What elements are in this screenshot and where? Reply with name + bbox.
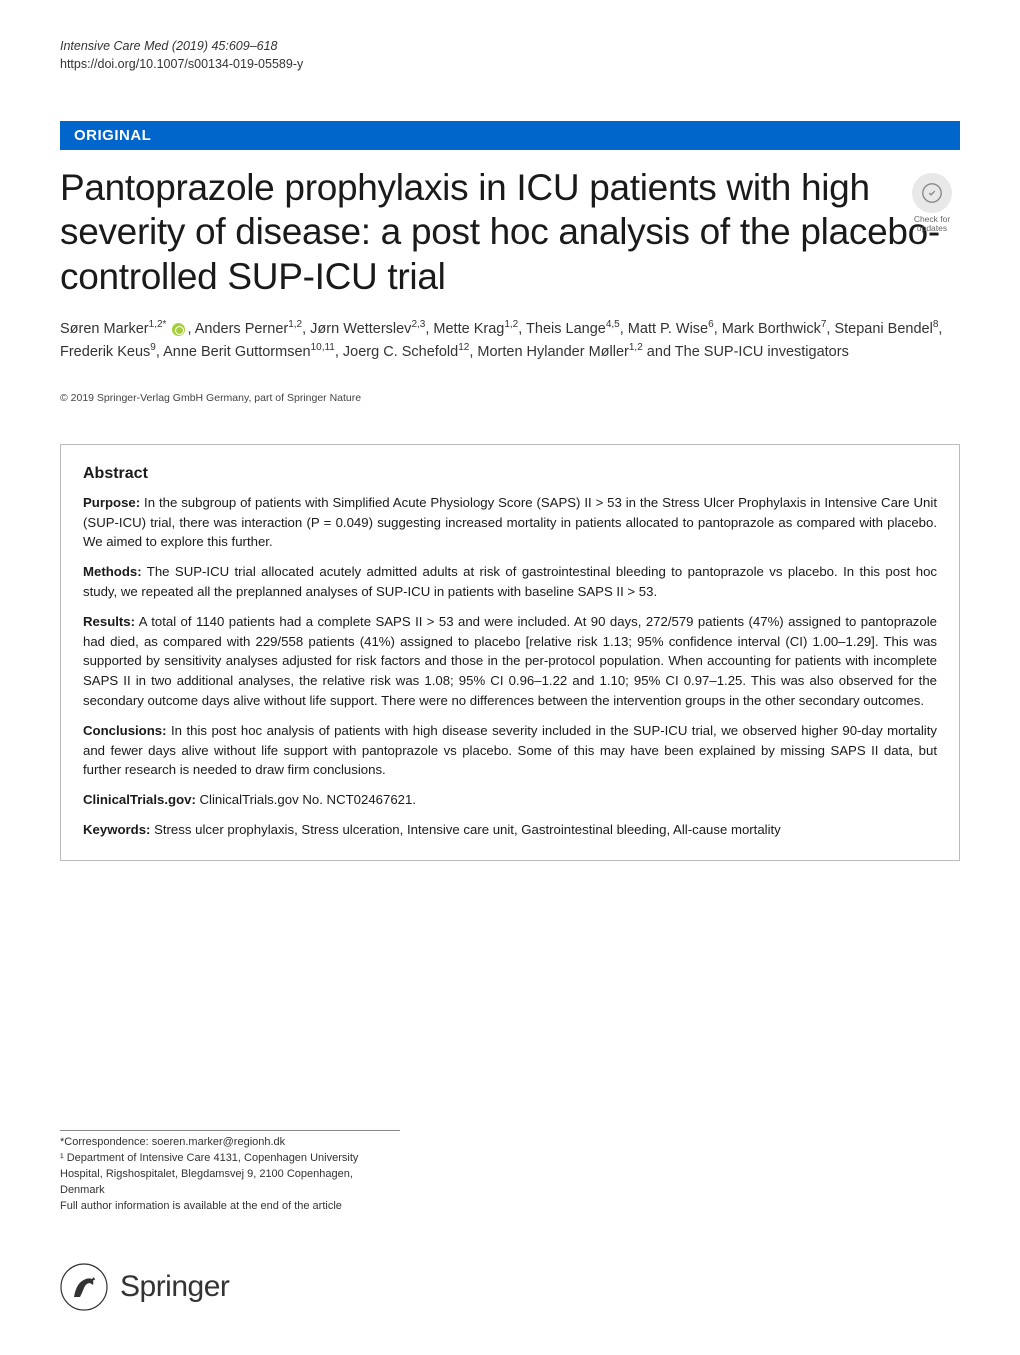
purpose-text: In the subgroup of patients with Simplif… bbox=[83, 495, 937, 550]
clinicaltrials-text: ClinicalTrials.gov No. NCT02467621. bbox=[196, 792, 416, 807]
keywords-label: Keywords: bbox=[83, 822, 150, 837]
crossmark-badge[interactable]: Check forupdates bbox=[904, 173, 960, 234]
abstract-methods: Methods: The SUP-ICU trial allocated acu… bbox=[83, 562, 937, 602]
conclusions-text: In this post hoc analysis of patients wi… bbox=[83, 723, 937, 778]
copyright-notice: © 2019 Springer-Verlag GmbH Germany, par… bbox=[60, 392, 960, 404]
conclusions-label: Conclusions: bbox=[83, 723, 167, 738]
journal-citation: Intensive Care Med (2019) 45:609–618 bbox=[60, 38, 960, 56]
crossmark-icon bbox=[912, 173, 952, 213]
publisher-name: Springer bbox=[120, 1270, 229, 1304]
doi-link[interactable]: https://doi.org/10.1007/s00134-019-05589… bbox=[60, 56, 960, 74]
keywords-text: Stress ulcer prophylaxis, Stress ulcerat… bbox=[150, 822, 780, 837]
article-category-bar: ORIGINAL bbox=[60, 121, 960, 150]
full-info-line: Full author information is available at … bbox=[60, 1199, 400, 1215]
correspondence-line: *Correspondence: soeren.marker@regionh.d… bbox=[60, 1135, 400, 1151]
clinicaltrials-label: ClinicalTrials.gov: bbox=[83, 792, 196, 807]
crossmark-label: Check forupdates bbox=[904, 215, 960, 234]
authors-list: Søren Marker1,2* , Anders Perner1,2, Jør… bbox=[60, 317, 960, 364]
orcid-icon bbox=[172, 323, 185, 336]
abstract-container: Abstract Purpose: In the subgroup of pat… bbox=[60, 444, 960, 861]
abstract-conclusions: Conclusions: In this post hoc analysis o… bbox=[83, 721, 937, 780]
methods-label: Methods: bbox=[83, 564, 142, 579]
abstract-clinicaltrials: ClinicalTrials.gov: ClinicalTrials.gov N… bbox=[83, 790, 937, 810]
abstract-purpose: Purpose: In the subgroup of patients wit… bbox=[83, 493, 937, 552]
abstract-heading: Abstract bbox=[83, 465, 937, 483]
springer-horse-icon bbox=[60, 1263, 108, 1311]
purpose-label: Purpose: bbox=[83, 495, 140, 510]
correspondence-footer: *Correspondence: soeren.marker@regionh.d… bbox=[60, 1130, 400, 1215]
abstract-results: Results: A total of 1140 patients had a … bbox=[83, 612, 937, 711]
article-title: Pantoprazole prophylaxis in ICU patients… bbox=[60, 166, 960, 299]
publisher-logo: Springer bbox=[60, 1263, 229, 1311]
abstract-keywords: Keywords: Stress ulcer prophylaxis, Stre… bbox=[83, 820, 937, 840]
affiliation-line: ¹ Department of Intensive Care 4131, Cop… bbox=[60, 1151, 400, 1199]
results-label: Results: bbox=[83, 614, 135, 629]
results-text: A total of 1140 patients had a complete … bbox=[83, 614, 937, 708]
methods-text: The SUP-ICU trial allocated acutely admi… bbox=[83, 564, 937, 599]
